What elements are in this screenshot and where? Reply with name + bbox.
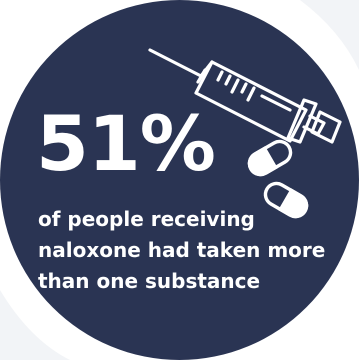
caption-line-1: of people receiving [38, 207, 255, 231]
stat-value: 51% [36, 99, 216, 188]
caption-line-3: than one substance [38, 269, 261, 293]
caption-line-2: naloxone had taken more [38, 238, 326, 262]
syringe-icon [148, 48, 342, 144]
stat-caption: of people receiving naloxone had taken m… [38, 204, 358, 297]
capsule-icon [247, 139, 293, 177]
capsule-icon [263, 181, 309, 219]
